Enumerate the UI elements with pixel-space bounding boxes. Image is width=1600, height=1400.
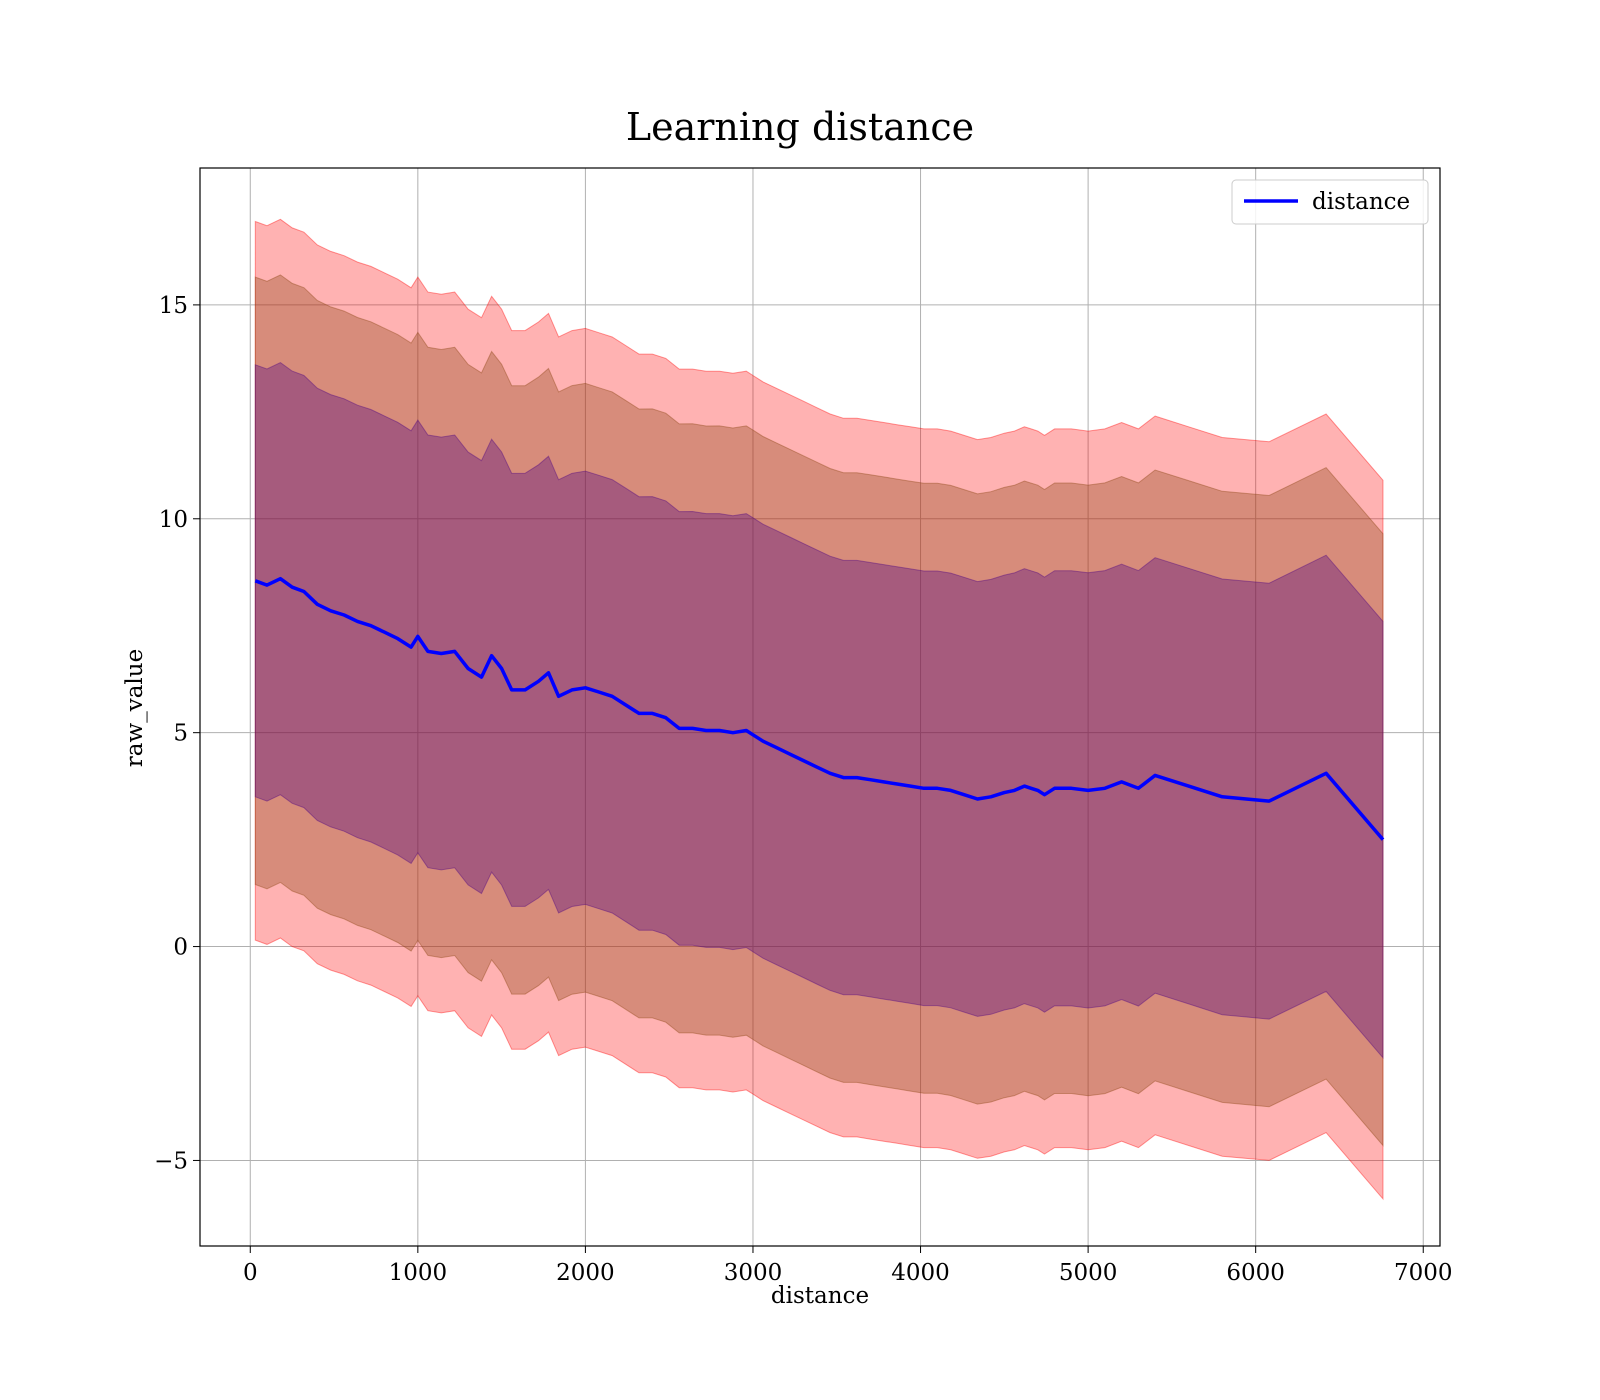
x-tick-label: 2000 [556,1260,615,1286]
x-tick-label: 7000 [1394,1260,1453,1286]
legend-box [1231,179,1429,225]
legend-label: distance [1312,189,1410,215]
chart-title: Learning distance [626,105,974,149]
y-tick-label: 5 [173,721,188,747]
x-tick-label: 6000 [1226,1260,1285,1286]
y-tick-label: −5 [154,1148,188,1174]
x-tick-label: 0 [243,1260,258,1286]
x-axis-label: distance [771,1283,869,1309]
y-tick-label: 0 [173,935,188,961]
legend: distance [1231,179,1429,225]
x-tick-label: 4000 [891,1260,950,1286]
confidence-band [254,218,1384,1201]
x-tick-label: 5000 [1059,1260,1118,1286]
grid [200,168,1440,1246]
distance-series-line [254,576,1385,841]
y-axis-label: raw_value [122,649,148,767]
x-tick-label: 3000 [724,1260,783,1286]
x-tick-label: 1000 [389,1260,448,1286]
y-tick-label: 10 [159,507,188,533]
plot-frame [199,167,1441,1247]
confidence-bands [254,218,1384,1201]
confidence-band [254,274,1384,1147]
y-tick-label: 15 [159,293,188,319]
series-lines [254,576,1385,841]
confidence-band [254,362,1384,1060]
axis-ticks: 0 1000 2000 3000 4000 5000 6000 7000 −5 0 5 10 15 [154,293,1452,1286]
